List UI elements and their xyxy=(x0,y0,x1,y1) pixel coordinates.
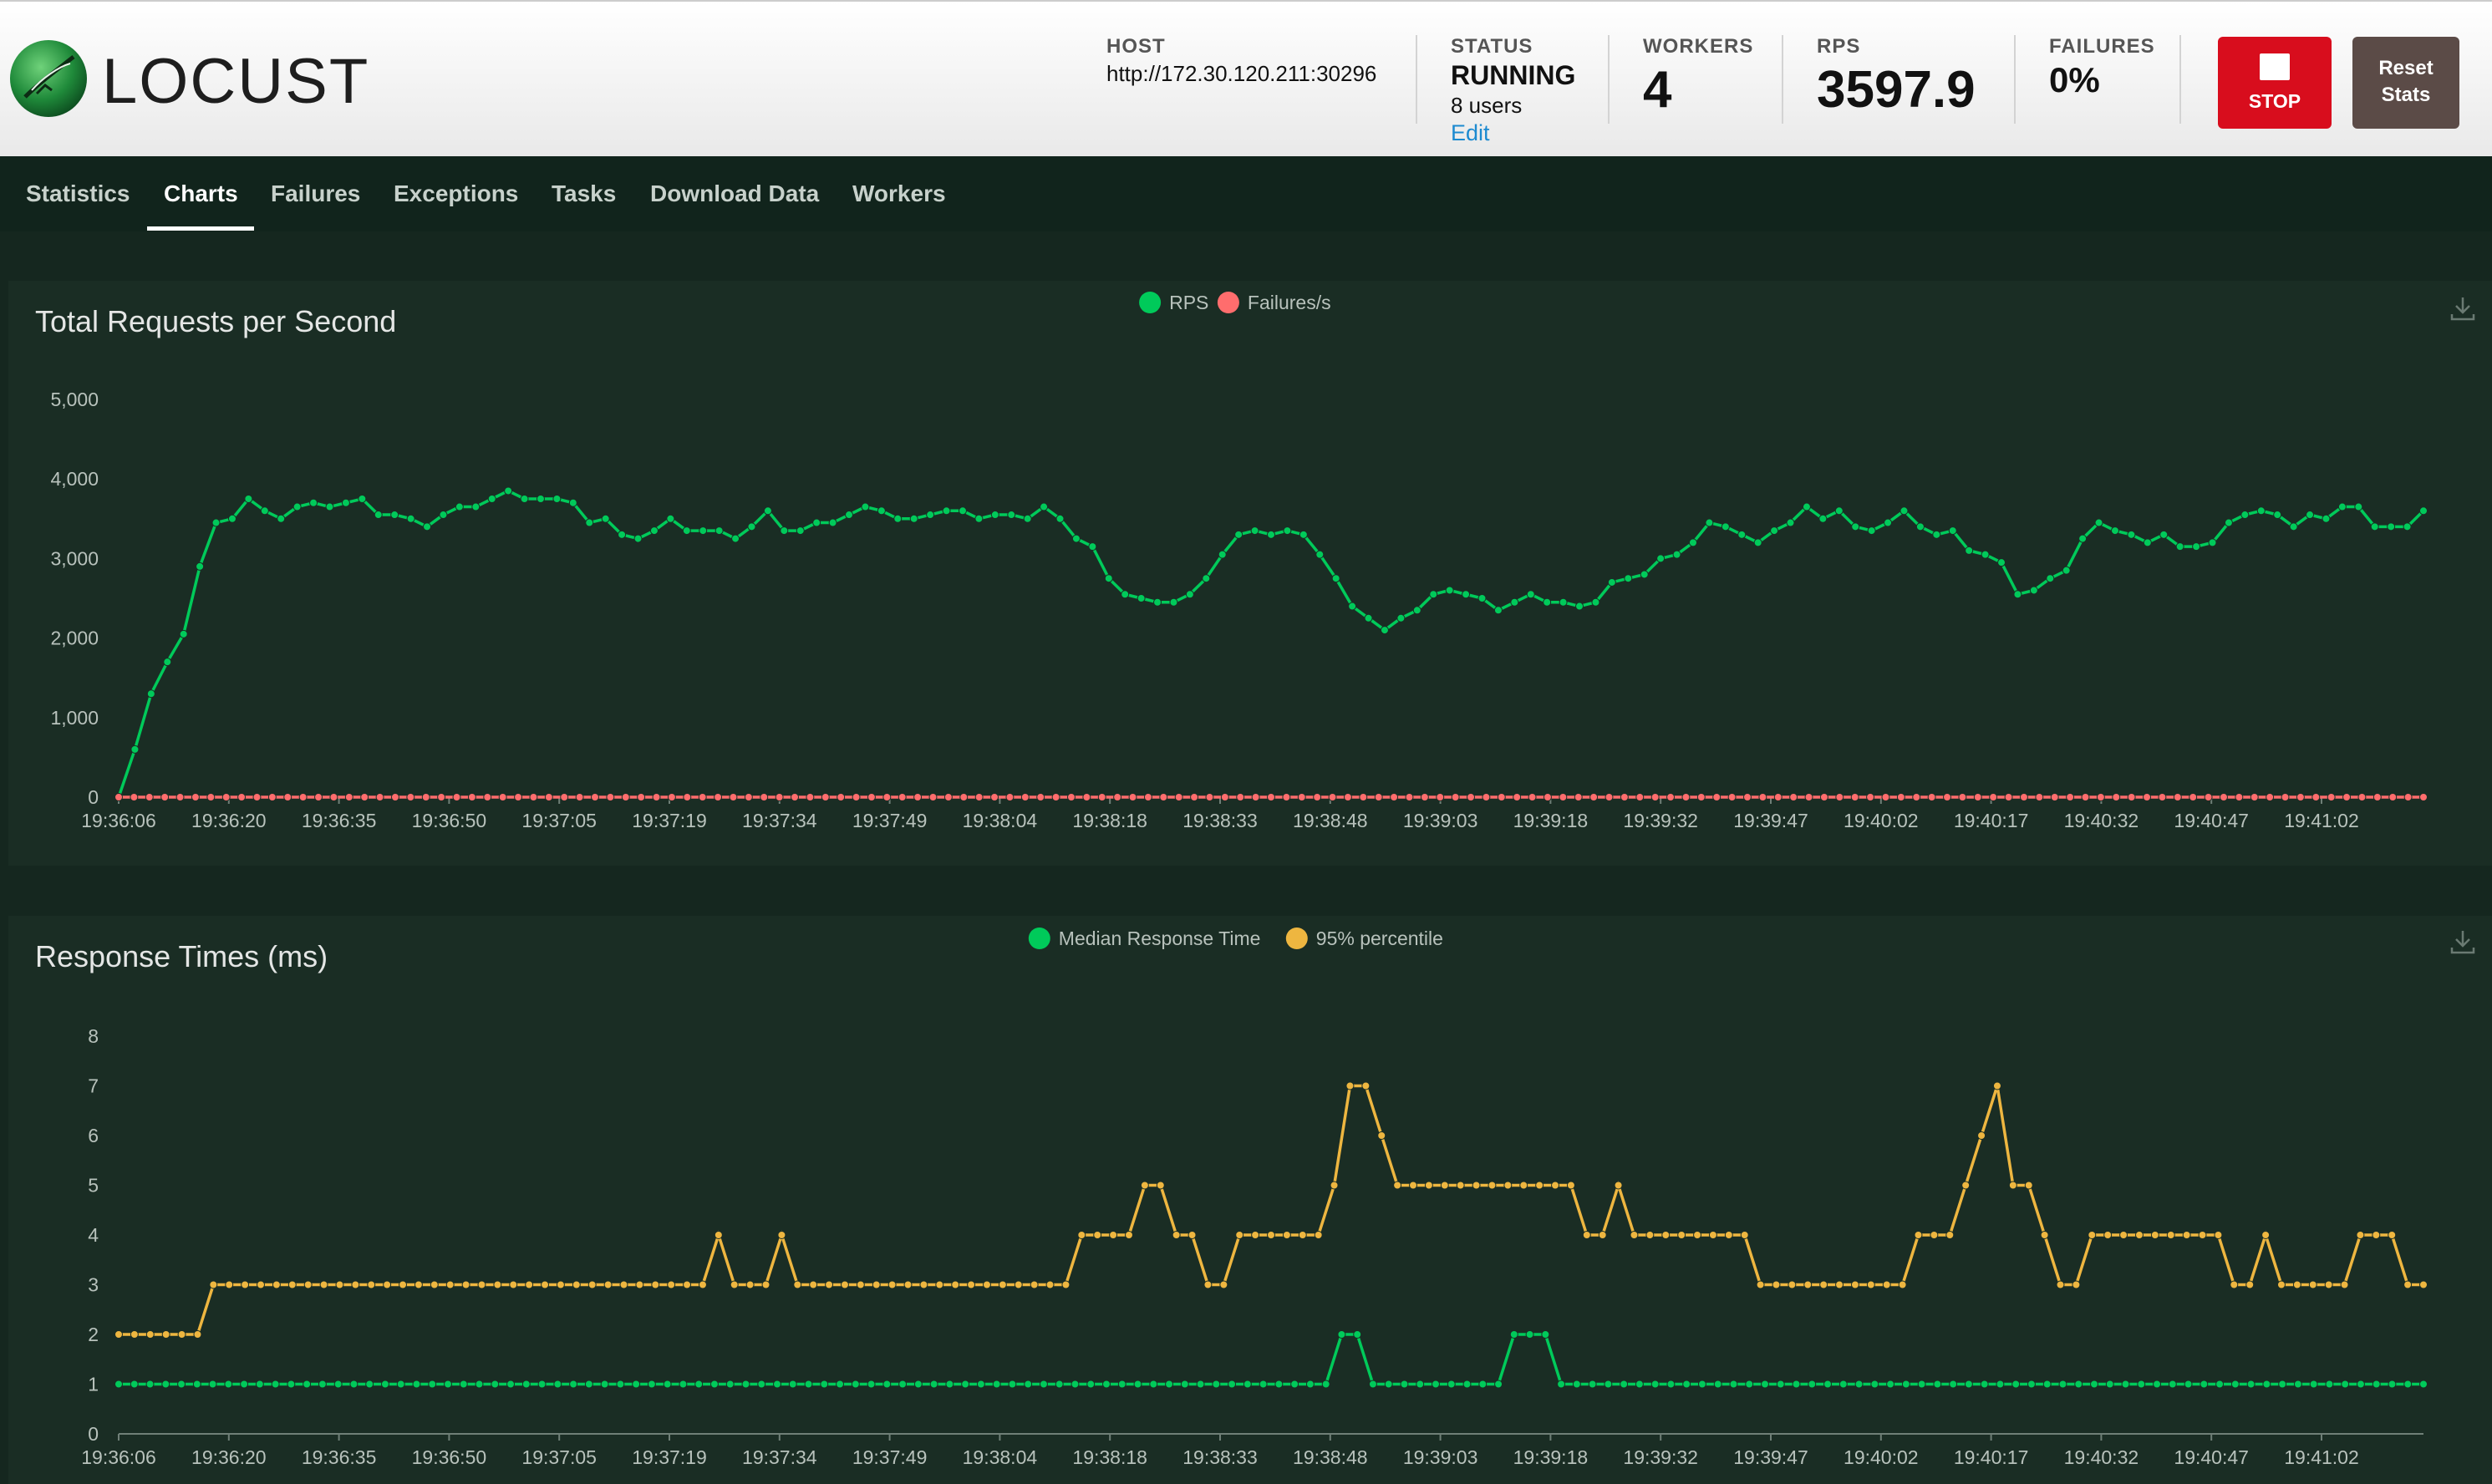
tab-statistics[interactable]: Statistics xyxy=(26,180,130,206)
status-label: STATUS xyxy=(1451,35,1533,58)
reset-label-line1: Reset xyxy=(2378,57,2434,79)
rps-label: RPS xyxy=(1817,35,1861,58)
failures-stat: FAILURES 0% xyxy=(2049,35,2155,100)
rps-value: 3597.9 xyxy=(1817,61,1976,119)
download-icon[interactable] xyxy=(2449,294,2477,323)
status-stat: STATUS RUNNING 8 users Edit xyxy=(1451,35,1575,146)
users-value: 8 users xyxy=(1451,93,1523,118)
download-icon[interactable] xyxy=(2449,928,2477,956)
host-stat: HOST http://172.30.120.211:30296 xyxy=(1106,35,1391,87)
stop-button[interactable]: STOP xyxy=(2218,37,2332,129)
rps-chart-title: Total Requests per Second xyxy=(35,304,397,338)
failures-label: FAILURES xyxy=(2049,35,2155,58)
response-times-chart-panel: Response Times (ms) xyxy=(8,916,2492,1484)
reset-stats-button[interactable]: Reset Stats xyxy=(2352,37,2459,129)
workers-label: WORKERS xyxy=(1643,35,1754,58)
tab-workers[interactable]: Workers xyxy=(852,180,946,206)
workers-value: 4 xyxy=(1643,61,1672,119)
tab-charts[interactable]: Charts xyxy=(164,180,238,206)
host-label: HOST xyxy=(1106,35,1166,58)
locust-logo-icon xyxy=(10,40,87,117)
edit-users-link[interactable]: Edit xyxy=(1451,120,1490,145)
app-logo-text: LOCUST xyxy=(102,46,370,117)
active-tab-indicator xyxy=(147,226,254,231)
rt-chart-title: Response Times (ms) xyxy=(35,939,328,973)
tab-download-data[interactable]: Download Data xyxy=(650,180,820,206)
top-header: LOCUST HOST http://172.30.120.211:30296 … xyxy=(0,0,2492,156)
reset-label-line2: Stats xyxy=(2381,84,2431,106)
stop-label: STOP xyxy=(2248,90,2301,112)
nav-tabs: Statistics Charts Failures Exceptions Ta… xyxy=(0,156,2492,231)
failures-value: 0% xyxy=(2049,60,2100,99)
workers-stat: WORKERS 4 xyxy=(1643,35,1753,119)
rps-chart-panel: Total Requests per Second xyxy=(8,281,2492,866)
divider xyxy=(1782,35,1783,124)
tab-tasks[interactable]: Tasks xyxy=(552,180,617,206)
divider xyxy=(2179,35,2181,124)
status-value: RUNNING xyxy=(1451,60,1576,90)
divider xyxy=(2014,35,2016,124)
tab-exceptions[interactable]: Exceptions xyxy=(394,180,519,206)
stop-icon xyxy=(2260,53,2290,80)
host-value: http://172.30.120.211:30296 xyxy=(1106,61,1377,86)
tab-failures[interactable]: Failures xyxy=(271,180,361,206)
rps-stat: RPS 3597.9 xyxy=(1817,35,1976,119)
divider xyxy=(1416,35,1417,124)
divider xyxy=(1608,35,1610,124)
